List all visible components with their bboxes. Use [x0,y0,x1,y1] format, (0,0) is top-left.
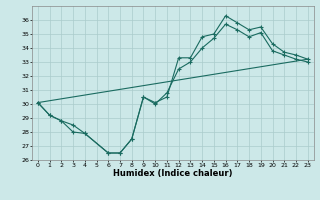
X-axis label: Humidex (Indice chaleur): Humidex (Indice chaleur) [113,169,233,178]
